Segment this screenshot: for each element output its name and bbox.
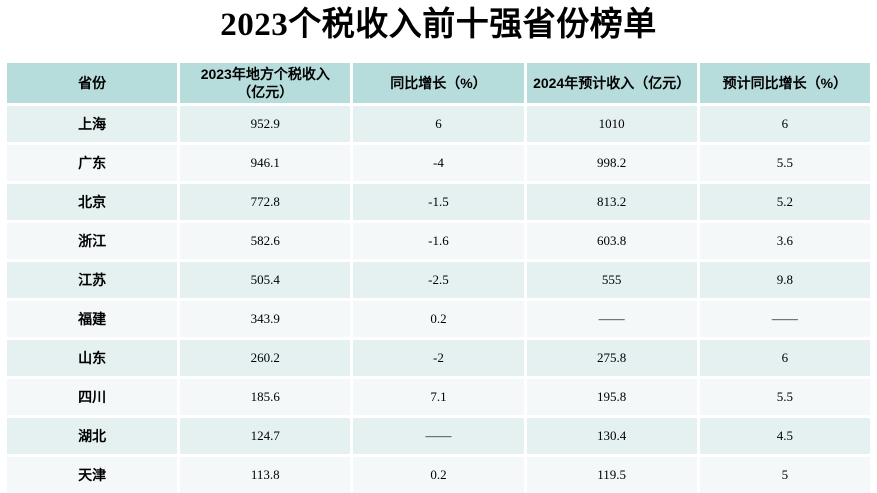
province-cell: 四川: [7, 379, 178, 415]
value-cell: 813.2: [526, 184, 697, 220]
province-cell: 北京: [7, 184, 178, 220]
value-cell: 5.2: [699, 184, 870, 220]
value-cell: 5: [699, 457, 870, 493]
value-cell: 946.1: [180, 145, 351, 181]
value-cell: 772.8: [180, 184, 351, 220]
value-cell: 124.7: [180, 418, 351, 454]
value-cell: 0.2: [353, 301, 524, 337]
value-cell: 6: [353, 106, 524, 142]
table-row: 上海 952.9 6 1010 6: [7, 106, 870, 142]
province-cell: 山东: [7, 340, 178, 376]
table-row: 天津 113.8 0.2 119.5 5: [7, 457, 870, 493]
value-cell: ——: [699, 301, 870, 337]
value-cell: 185.6: [180, 379, 351, 415]
value-cell: -1.6: [353, 223, 524, 259]
value-cell: 3.6: [699, 223, 870, 259]
value-cell: 4.5: [699, 418, 870, 454]
value-cell: 113.8: [180, 457, 351, 493]
value-cell: 555: [526, 262, 697, 298]
table-row: 江苏 505.4 -2.5 555 9.8: [7, 262, 870, 298]
value-cell: -2.5: [353, 262, 524, 298]
value-cell: 582.6: [180, 223, 351, 259]
value-cell: 603.8: [526, 223, 697, 259]
value-cell: 5.5: [699, 379, 870, 415]
table-row: 福建 343.9 0.2 —— ——: [7, 301, 870, 337]
province-cell: 浙江: [7, 223, 178, 259]
table-row: 湖北 124.7 —— 130.4 4.5: [7, 418, 870, 454]
table-row: 山东 260.2 -2 275.8 6: [7, 340, 870, 376]
table-body: 上海 952.9 6 1010 6 广东 946.1 -4 998.2 5.5 …: [7, 106, 870, 493]
value-cell: 7.1: [353, 379, 524, 415]
value-cell: ——: [526, 301, 697, 337]
header-label: 预计同比增长（%）: [722, 75, 848, 91]
header-cell-yoy-growth: 同比增长（%）: [353, 63, 524, 103]
header-cell-revenue-2023: 2023年地方个税收入 （亿元）: [180, 63, 351, 103]
province-cell: 广东: [7, 145, 178, 181]
value-cell: -1.5: [353, 184, 524, 220]
table-header: 省份 2023年地方个税收入 （亿元） 同比增长（%） 2024年预计收入（亿元）…: [7, 63, 870, 103]
value-cell: 119.5: [526, 457, 697, 493]
value-cell: -4: [353, 145, 524, 181]
header-cell-province: 省份: [7, 63, 178, 103]
value-cell: -2: [353, 340, 524, 376]
header-cell-forecast-growth: 预计同比增长（%）: [699, 63, 870, 103]
header-cell-forecast-2024: 2024年预计收入（亿元）: [526, 63, 697, 103]
table-row: 浙江 582.6 -1.6 603.8 3.6: [7, 223, 870, 259]
value-cell: 260.2: [180, 340, 351, 376]
table-row: 广东 946.1 -4 998.2 5.5: [7, 145, 870, 181]
value-cell: 275.8: [526, 340, 697, 376]
value-cell: 195.8: [526, 379, 697, 415]
header-label: 同比增长（%）: [390, 75, 487, 91]
province-cell: 上海: [7, 106, 178, 142]
province-cell: 福建: [7, 301, 178, 337]
value-cell: 6: [699, 106, 870, 142]
value-cell: 5.5: [699, 145, 870, 181]
value-cell: 9.8: [699, 262, 870, 298]
page-title: 2023个税收入前十强省份榜单: [220, 7, 657, 43]
header-row: 省份 2023年地方个税收入 （亿元） 同比增长（%） 2024年预计收入（亿元）…: [7, 63, 870, 103]
value-cell: 0.2: [353, 457, 524, 493]
value-cell: 6: [699, 340, 870, 376]
value-cell: 952.9: [180, 106, 351, 142]
value-cell: ——: [353, 418, 524, 454]
province-cell: 江苏: [7, 262, 178, 298]
header-label: 2024年预计收入（亿元）: [533, 75, 691, 91]
header-label: 省份: [78, 75, 107, 91]
value-cell: 998.2: [526, 145, 697, 181]
value-cell: 130.4: [526, 418, 697, 454]
table-row: 北京 772.8 -1.5 813.2 5.2: [7, 184, 870, 220]
province-cell: 天津: [7, 457, 178, 493]
table-row: 四川 185.6 7.1 195.8 5.5: [7, 379, 870, 415]
value-cell: 343.9: [180, 301, 351, 337]
value-cell: 1010: [526, 106, 697, 142]
province-cell: 湖北: [7, 418, 178, 454]
value-cell: 505.4: [180, 262, 351, 298]
tax-ranking-table: 省份 2023年地方个税收入 （亿元） 同比增长（%） 2024年预计收入（亿元）…: [4, 60, 873, 493]
header-label: 2023年地方个税收入: [200, 66, 330, 82]
